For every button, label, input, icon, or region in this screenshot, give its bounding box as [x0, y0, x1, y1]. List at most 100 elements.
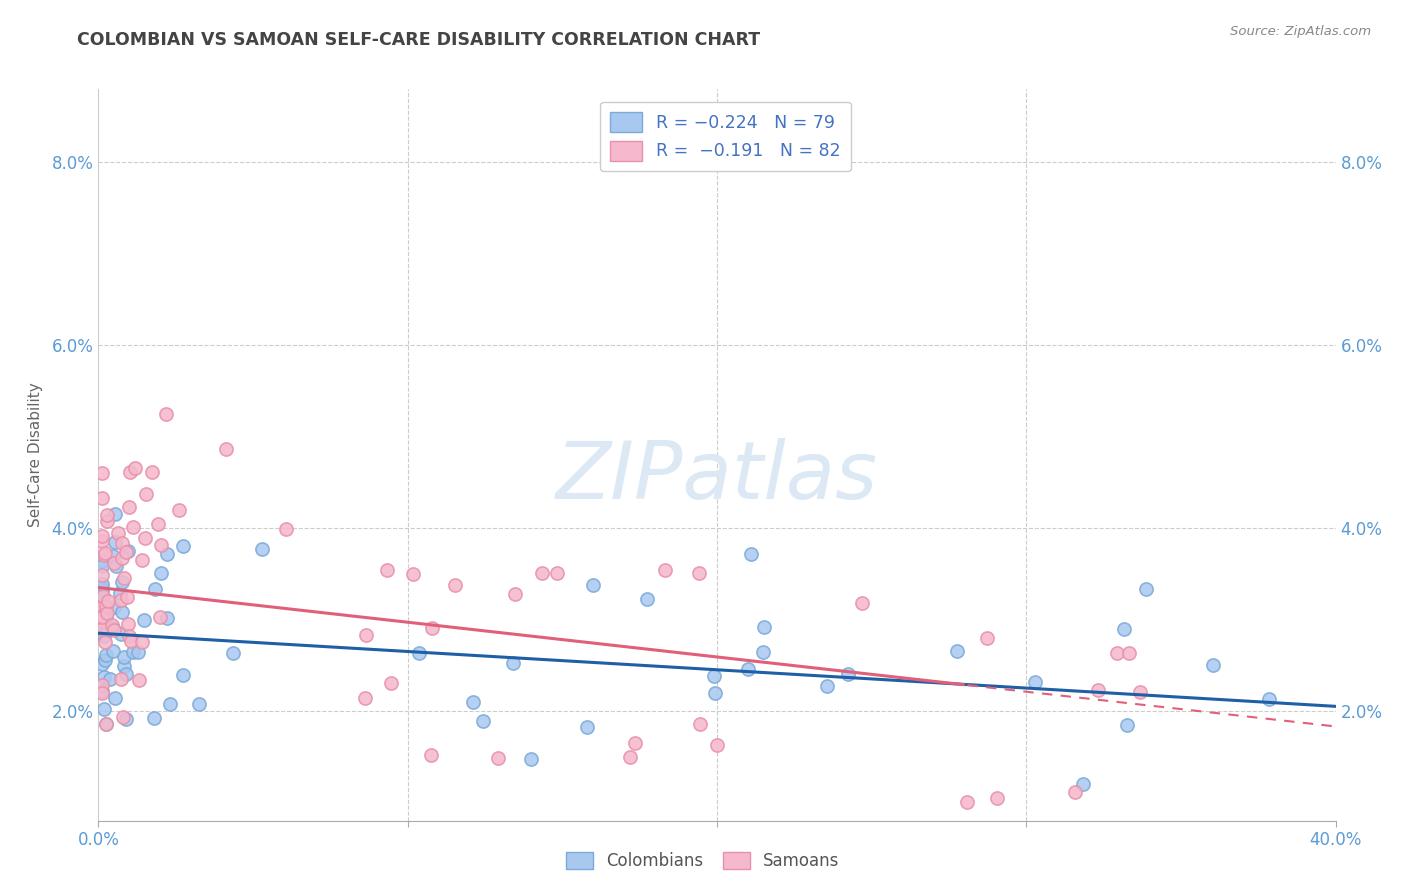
Point [120, 465, 142, 479]
Point [90, 610, 112, 624]
Point [155, 408, 177, 422]
Point [131, 552, 153, 566]
Point [215, 442, 238, 456]
Point [654, 563, 676, 577]
Point [420, 621, 443, 635]
Text: ZIPatlas: ZIPatlas [555, 438, 879, 516]
Point [380, 676, 402, 690]
Point [124, 461, 146, 475]
Point [101, 549, 124, 563]
Point [103, 556, 125, 570]
Point [101, 644, 124, 658]
Point [90, 614, 112, 628]
Point [353, 691, 375, 706]
Point [222, 646, 245, 660]
Point [111, 536, 134, 550]
Point [115, 545, 138, 559]
Point [689, 717, 711, 731]
Point [91, 684, 114, 698]
Point [111, 550, 134, 565]
Point [754, 620, 776, 634]
Point [90, 615, 112, 629]
Point [955, 796, 977, 810]
Point [624, 736, 647, 750]
Point [976, 631, 998, 645]
Point [90, 602, 112, 616]
Point [250, 541, 273, 556]
Point [103, 623, 125, 637]
Point [986, 790, 1008, 805]
Point [402, 566, 425, 581]
Point [443, 578, 465, 592]
Point [188, 697, 211, 711]
Point [90, 533, 112, 548]
Point [172, 668, 194, 682]
Point [408, 646, 430, 660]
Y-axis label: Self-Care Disability: Self-Care Disability [28, 383, 44, 527]
Point [107, 525, 129, 540]
Point [1071, 777, 1094, 791]
Point [1087, 683, 1109, 698]
Point [90, 614, 112, 628]
Point [156, 611, 179, 625]
Point [142, 710, 165, 724]
Point [703, 669, 725, 683]
Point [93, 669, 115, 683]
Point [90, 529, 112, 543]
Point [520, 752, 543, 766]
Point [90, 559, 112, 574]
Point [122, 645, 145, 659]
Point [115, 712, 138, 726]
Point [141, 465, 163, 479]
Point [172, 539, 194, 553]
Point [946, 644, 969, 658]
Point [502, 656, 524, 670]
Point [120, 633, 142, 648]
Point [110, 627, 132, 641]
Point [112, 571, 135, 585]
Point [149, 538, 172, 552]
Point [472, 714, 495, 728]
Point [128, 673, 150, 687]
Point [93, 589, 115, 603]
Point [90, 625, 112, 640]
Point [1112, 623, 1135, 637]
Point [111, 710, 134, 724]
Point [354, 628, 377, 642]
Point [149, 610, 172, 624]
Point [90, 582, 112, 597]
Point [135, 487, 157, 501]
Point [463, 695, 485, 709]
Point [704, 686, 727, 700]
Point [96, 508, 118, 522]
Point [134, 531, 156, 545]
Point [143, 582, 166, 596]
Point [117, 544, 139, 558]
Point [851, 596, 873, 610]
Point [104, 534, 127, 549]
Point [97, 594, 120, 608]
Point [94, 635, 117, 649]
Point [90, 611, 112, 625]
Point [94, 546, 117, 560]
Point [117, 616, 139, 631]
Point [115, 590, 138, 604]
Point [90, 622, 112, 636]
Point [375, 563, 398, 577]
Point [96, 514, 118, 528]
Point [94, 716, 117, 731]
Point [104, 691, 127, 706]
Point [815, 680, 838, 694]
Point [752, 645, 775, 659]
Point [90, 686, 112, 700]
Point [101, 621, 124, 635]
Point [1118, 646, 1140, 660]
Point [737, 662, 759, 676]
Point [98, 672, 121, 686]
Point [94, 717, 117, 731]
Point [420, 748, 443, 763]
Point [96, 606, 118, 620]
Point [115, 666, 138, 681]
Point [112, 659, 135, 673]
Point [582, 578, 605, 592]
